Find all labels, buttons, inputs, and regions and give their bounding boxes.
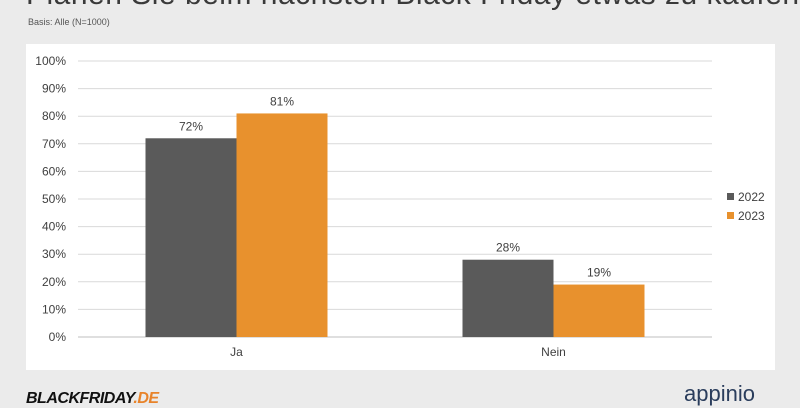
y-tick-label: 80% [42, 109, 66, 123]
bar-nein-2023 [553, 284, 645, 337]
data-label: 28% [496, 241, 520, 255]
y-tick-label: 20% [42, 275, 66, 289]
logo-main-text: BLACKFRIDAY [26, 390, 134, 407]
y-tick-label: 50% [42, 192, 66, 206]
x-tick-label: Nein [541, 345, 566, 359]
legend-swatch-2022 [727, 193, 734, 200]
logo-accent-text: .DE [133, 390, 159, 407]
y-tick-label: 60% [42, 164, 66, 178]
chart-panel: 0% 10% 20% 30% 40% 50% 60% 70% 80% 90% 100% 72% 81% J… [26, 44, 775, 370]
legend-label-2023: 2023 [738, 209, 765, 223]
legend-label-2022: 2022 [738, 190, 765, 204]
bar-nein-2022 [462, 259, 554, 337]
data-label: 72% [179, 119, 203, 133]
blackfriday-logo: BLACKFRIDAY.DE [26, 390, 159, 408]
bar-chart: 0% 10% 20% 30% 40% 50% 60% 70% 80% 90% 100% 72% 81% J… [35, 54, 765, 359]
y-tick-label: 10% [42, 302, 66, 316]
appinio-logo: appinio [684, 381, 755, 406]
y-tick-label: 100% [35, 54, 66, 68]
chart-title: Planen Sie beim nächsten Black Friday et… [26, 0, 800, 12]
y-tick-label: 90% [42, 82, 66, 96]
y-tick-label: 40% [42, 220, 66, 234]
y-tick-label: 70% [42, 137, 66, 151]
data-label: 81% [270, 94, 294, 108]
x-tick-label: Ja [230, 345, 243, 359]
legend-swatch-2023 [727, 212, 734, 219]
data-label: 19% [587, 266, 611, 280]
bar-ja-2022 [145, 138, 237, 337]
bar-ja-2023 [236, 113, 328, 337]
y-tick-label: 0% [49, 330, 67, 344]
y-tick-label: 30% [42, 247, 66, 261]
chart-subtitle: Basis: Alle (N=1000) [28, 17, 110, 27]
